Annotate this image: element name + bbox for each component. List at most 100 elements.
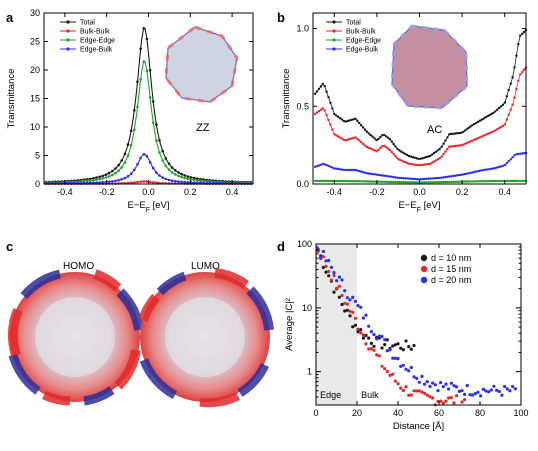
series-d-20-nm-point xyxy=(465,383,469,388)
series-d-20-nm-point xyxy=(369,330,373,334)
series-d-15-nm-point xyxy=(356,327,360,331)
series-d-20-nm-point xyxy=(329,265,333,269)
series-edge-edge-point xyxy=(164,164,168,168)
series-d-20-nm-point xyxy=(409,365,413,370)
series-d-20-nm-point xyxy=(497,389,501,394)
series-edge-edge-point xyxy=(155,139,158,142)
series-bulk-bulk-point xyxy=(139,180,142,183)
series-total-point xyxy=(111,169,114,173)
series-edge-bulk-point xyxy=(148,160,152,164)
d-legend-d-15-nm: d = 15 nm xyxy=(431,264,471,274)
series-d-20-nm-point xyxy=(364,313,368,317)
series-edge-bulk-point xyxy=(192,181,196,184)
d-xtick-label: 100 xyxy=(513,408,528,418)
series-d-20-nm-point xyxy=(447,387,451,391)
series-d-15-nm-point xyxy=(348,309,352,313)
series-d-10-nm-point xyxy=(321,265,325,270)
a-ytick-label: 30 xyxy=(30,8,40,18)
b-legend-marker-edge-bulk xyxy=(332,47,336,51)
series-d-15-nm-point xyxy=(367,347,371,351)
series-d-20-nm-point xyxy=(415,376,419,380)
a-legend-edge-bulk: Edge-Bulk xyxy=(80,47,113,54)
series-bulk-bulk-point xyxy=(148,180,152,184)
series-edge-edge-point xyxy=(142,60,146,63)
series-d-10-nm-point xyxy=(404,339,408,343)
series-total-point xyxy=(107,171,111,175)
series-d-15-nm-point xyxy=(335,286,339,290)
series-d-15-nm-point xyxy=(415,389,419,393)
series-d-20-nm-point xyxy=(327,258,331,263)
a-ytick-label: 20 xyxy=(30,65,40,75)
series-d-20-nm-point xyxy=(353,299,357,303)
homo-disc xyxy=(7,269,144,406)
series-edge-bulk-point xyxy=(95,181,98,184)
a-legend-total: Total xyxy=(80,20,95,27)
series-edge-edge-line xyxy=(315,180,526,183)
panel-b-annotation: AC xyxy=(427,124,442,136)
panel-c-letter: c xyxy=(6,239,13,254)
series-edge-edge-point xyxy=(161,159,164,162)
a-legend-bulk-bulk: Bulk-Bulk xyxy=(80,29,110,36)
series-total-point xyxy=(155,123,158,126)
series-d-20-nm-point xyxy=(319,255,323,259)
series-d-10-nm-point xyxy=(337,295,341,299)
series-total-point xyxy=(145,37,149,41)
series-edge-edge-point xyxy=(129,144,133,147)
a-ytick-label: 10 xyxy=(30,122,40,132)
series-total-point xyxy=(123,152,127,156)
series-d-20-nm-point xyxy=(503,384,507,389)
series-edge-edge-point xyxy=(123,161,127,164)
series-d-15-nm-point xyxy=(455,394,459,398)
a-ytick-label: 0 xyxy=(35,179,40,189)
b-ylabel: Transmittance xyxy=(281,69,292,129)
series-d-15-nm-point xyxy=(337,284,341,288)
series-d-10-nm-point xyxy=(372,344,376,348)
series-edge-edge-point xyxy=(313,179,317,183)
series-edge-edge-point xyxy=(192,178,196,182)
series-d-20-nm-point xyxy=(457,389,461,393)
series-total-point xyxy=(133,109,136,112)
series-d-20-nm-point xyxy=(428,384,432,388)
series-d-20-nm-point xyxy=(436,389,440,393)
series-d-20-nm-point xyxy=(332,271,336,275)
series-edge-bulk-point xyxy=(114,179,117,183)
series-edge-edge-point xyxy=(183,176,186,180)
series-total-point xyxy=(101,174,105,178)
series-total-point xyxy=(161,149,164,153)
series-d-10-nm-point xyxy=(383,343,387,347)
bulk-region-label: Bulk xyxy=(361,390,379,400)
series-total-point xyxy=(174,169,177,172)
series-d-20-nm-point xyxy=(348,298,352,302)
d-ylabel: Average |C|² xyxy=(284,298,295,351)
series-edge-bulk-point xyxy=(139,156,142,160)
d-legend-marker-d-20-nm xyxy=(420,276,428,284)
series-edge-bulk-point xyxy=(196,181,199,185)
series-edge-edge-point xyxy=(133,128,136,131)
series-edge-bulk-point xyxy=(126,175,130,178)
series-d-20-nm-point xyxy=(372,333,376,337)
series-d-20-nm-point xyxy=(473,392,477,396)
series-edge-bulk-line xyxy=(314,152,527,180)
series-edge-bulk-point xyxy=(164,177,168,181)
series-bulk-bulk-point xyxy=(145,180,149,183)
d-legend-d-20-nm: d = 20 nm xyxy=(431,275,471,285)
panel-b: b -0.4 -0.2 0.0 0.2 0.4 0.0 0.5 1.0 E−EF [eV] Tra… xyxy=(277,10,528,214)
series-edge-edge-point xyxy=(205,180,209,183)
panel-b-plot: -0.4 -0.2 0.0 0.2 0.4 0.0 0.5 1.0 E−EF [eV] Trans… xyxy=(281,12,528,214)
series-total-point xyxy=(189,176,193,179)
series-d-10-nm-point xyxy=(369,341,373,345)
series-d-15-nm-point xyxy=(463,398,467,402)
series-total-point xyxy=(180,172,183,176)
series-d-15-nm-point xyxy=(340,293,344,298)
series-total-point xyxy=(148,68,152,72)
series-d-15-nm-point xyxy=(396,382,400,386)
series-d-15-nm-point xyxy=(388,373,392,377)
series-total-point xyxy=(120,159,123,162)
panel-a-plot: -0.4 -0.2 0.0 0.2 0.4 0 5 10 15 20 25 30 E−EF [eV] Tr… xyxy=(6,8,254,214)
series-edge-bulk-point xyxy=(111,180,114,183)
series-d-15-nm-point xyxy=(361,333,365,337)
series-d-15-nm-point xyxy=(449,396,453,400)
series-d-20-nm-point xyxy=(441,385,445,389)
series-edge-bulk-point xyxy=(129,172,133,175)
series-edge-edge-point xyxy=(98,177,101,181)
